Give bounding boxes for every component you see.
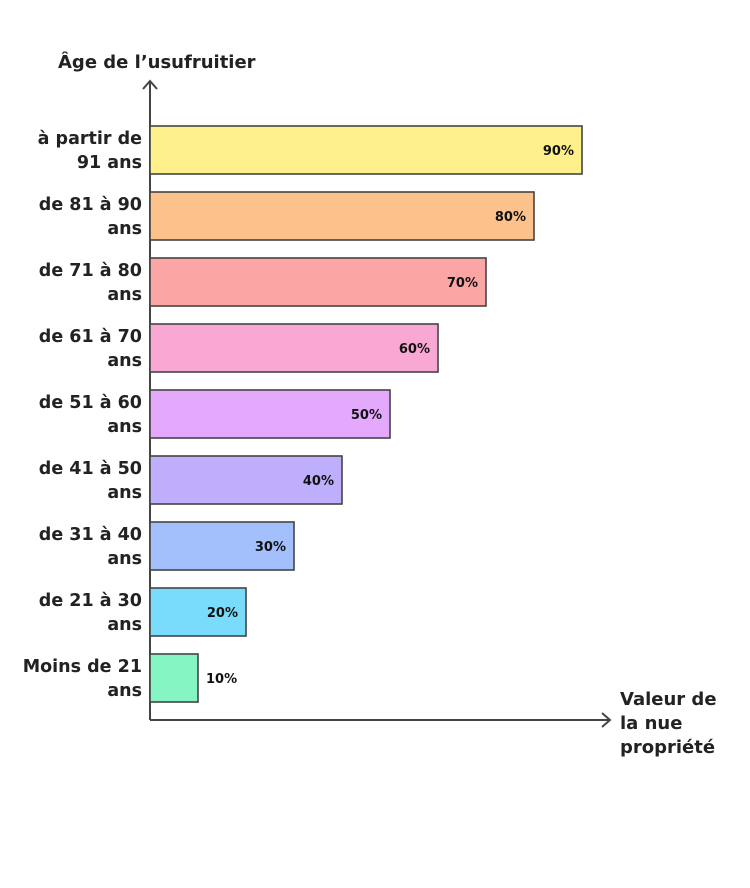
category-label-2: de 71 à 80 ans [39,261,142,305]
value-label-8: 10% [206,672,237,687]
category-label-7-line-1: ans [107,615,142,635]
x-axis-title-line-2: la nue [620,713,682,734]
category-label-6: de 31 à 40 ans [39,525,142,569]
category-label-6-line-0: de 31 à 40 [39,525,142,545]
category-label-1: de 81 à 90 ans [39,195,142,239]
category-label-3-line-1: ans [107,351,142,371]
category-label-5-line-1: ans [107,483,142,503]
category-label-5-line-0: de 41 à 50 [39,459,142,479]
category-label-0: à partir de 91 ans [38,129,142,173]
value-label-7: 20% [207,606,238,621]
y-axis-arrow [142,79,158,90]
value-label-2: 70% [447,276,478,291]
bar-7 [149,587,247,637]
category-label-7-line-0: de 21 à 30 [39,591,142,611]
value-labels-group: 90% 80% 70% 60% 50% 40% 30% 20% 10% [206,144,574,687]
category-label-4: de 51 à 60 ans [39,393,142,437]
value-label-5: 40% [303,474,334,489]
value-label-3: 60% [399,342,430,357]
value-label-0: 90% [543,144,574,159]
category-label-2-line-1: ans [107,285,142,305]
value-label-6: 30% [255,540,286,555]
category-label-8: Moins de 21 ans [23,657,142,701]
value-label-4: 50% [351,408,382,423]
x-axis-title-line-3: propriété [620,737,715,758]
bar-8 [149,653,199,703]
category-label-3-line-0: de 61 à 70 [39,327,142,347]
category-label-4-line-1: ans [107,417,142,437]
bar-6 [149,521,295,571]
x-axis-arrow [601,712,612,728]
bar-3 [149,323,439,373]
bar-1 [149,191,535,241]
category-label-7: de 21 à 30 ans [39,591,142,635]
bar-0 [149,125,583,175]
y-axis-title: Âge de l’usufruitier [58,51,256,73]
bar-2 [149,257,487,307]
category-label-8-line-1: ans [107,681,142,701]
category-label-1-line-0: de 81 à 90 [39,195,142,215]
value-label-1: 80% [495,210,526,225]
bar-5 [149,455,343,505]
x-axis-title: Valeur de la nue propriété [620,689,723,758]
category-label-0-line-1: 91 ans [77,153,142,173]
x-axis-title-line-1: Valeur de [620,689,717,710]
category-label-6-line-1: ans [107,549,142,569]
category-label-5: de 41 à 50 ans [39,459,142,503]
category-label-2-line-0: de 71 à 80 [39,261,142,281]
category-label-0-line-0: à partir de [38,129,142,149]
bars-group [149,125,583,703]
category-label-4-line-0: de 51 à 60 [39,393,142,413]
bar-4 [149,389,391,439]
category-label-8-line-0: Moins de 21 [23,657,142,677]
category-label-3: de 61 à 70 ans [39,327,142,371]
category-label-1-line-1: ans [107,219,142,239]
